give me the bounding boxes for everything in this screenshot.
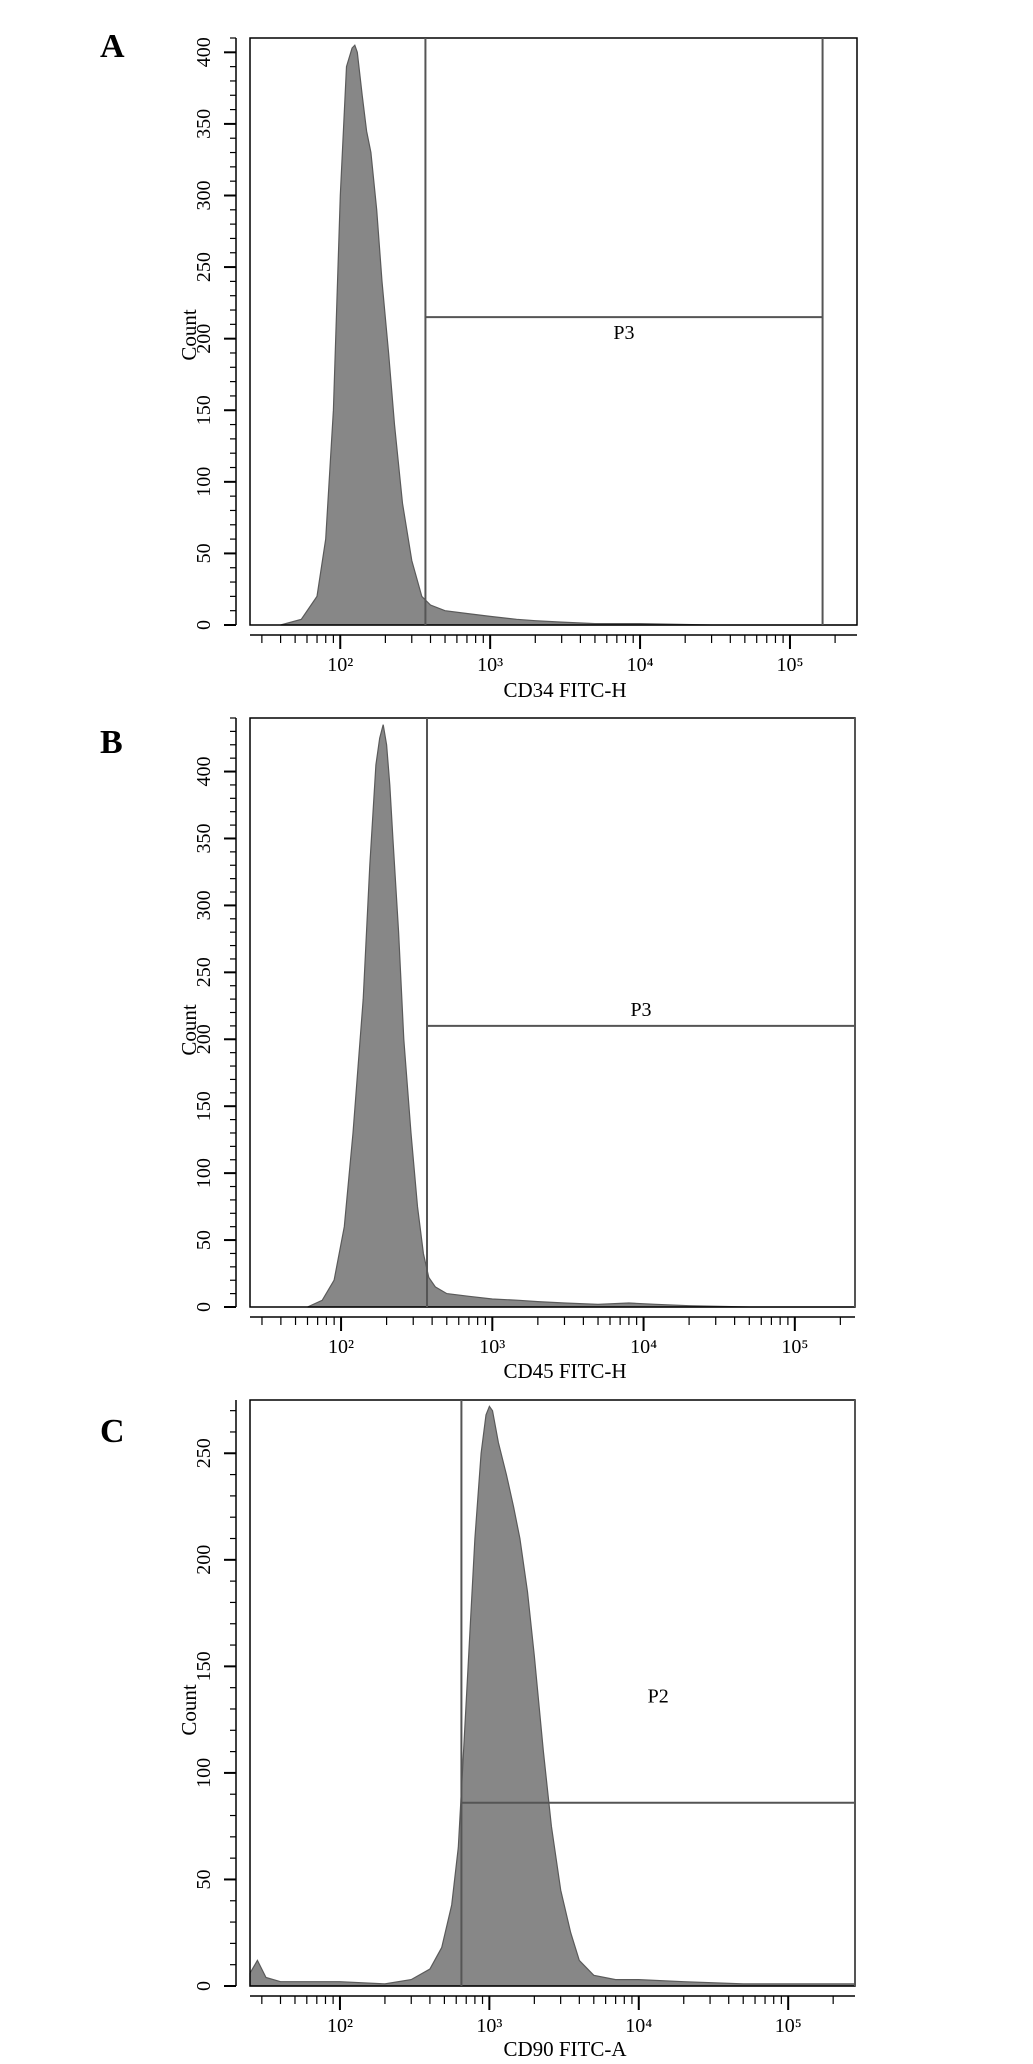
- panel-b-xlabel: CD45 FITC-H: [503, 1359, 626, 1383]
- panel-a-plot-frame: [249, 37, 858, 626]
- panel-c-gate-label: P2: [648, 1686, 669, 1708]
- panel-c-y-tick-label: 250: [193, 1438, 215, 1468]
- panel-c-histogram: [249, 1405, 856, 1987]
- panel-a: A P3 0 50 100 150 200 250 300 350 400 10² 10³ 10⁴ 10⁵…: [100, 28, 858, 702]
- panel-b-y-tick-label: 0: [193, 1302, 215, 1312]
- panel-a-y-tick-label: 200: [193, 324, 215, 354]
- panel-b-gate-label: P3: [630, 999, 651, 1021]
- panel-a-y-tick-label: 150: [193, 395, 215, 425]
- panel-b-y-tick-label: 150: [193, 1091, 215, 1121]
- panel-a-x-tick-label: 10⁵: [776, 654, 803, 676]
- panel-b: B P3 0 50 100 150 200 250 300 350 400 10² 10³ 10⁴ 10⁵…: [100, 717, 856, 1383]
- panel-a-y-tick-label: 350: [193, 109, 215, 139]
- panel-b-ylabel: Count: [177, 1004, 201, 1056]
- panel-a-letter: A: [100, 28, 125, 65]
- panel-b-y-tick-label: 300: [193, 890, 215, 920]
- panel-b-x-tick-label: 10⁵: [781, 1336, 808, 1358]
- panel-b-y-tick-label: 400: [193, 757, 215, 787]
- panel-c-y-tick-label: 150: [193, 1651, 215, 1681]
- panel-a-histogram: [280, 44, 857, 626]
- panel-c-x-tick-label: 10⁵: [775, 2015, 802, 2037]
- panel-a-y-tick-label: 100: [193, 467, 215, 497]
- panel-c-xlabel: CD90 FITC-A: [503, 2037, 627, 2061]
- panel-b-x-tick-label: 10⁴: [630, 1336, 657, 1358]
- panel-a-y-tick-label: 400: [193, 37, 215, 67]
- panel-b-plot-frame: [249, 717, 856, 1308]
- panel-c-y-tick-label: 0: [193, 1981, 215, 1991]
- panel-a-x-tick-label: 10³: [477, 654, 503, 676]
- panel-a-y-tick-label: 250: [193, 252, 215, 282]
- panel-b-y-tick-label: 250: [193, 957, 215, 987]
- panel-c-y-tick-label: 200: [193, 1545, 215, 1575]
- panel-a-x-tick-label: 10⁴: [627, 654, 654, 676]
- panel-a-ylabel: Count: [177, 309, 201, 361]
- panel-c-letter: C: [100, 1413, 125, 1450]
- panel-b-plot: P3 0 50 100 150 200 250 300 350 400 10² 10³ 10⁴ 10⁵: [193, 717, 856, 1358]
- panel-b-histogram: [307, 724, 855, 1308]
- panel-b-letter: B: [100, 724, 123, 761]
- panel-c-x-tick-label: 10⁴: [625, 2015, 652, 2037]
- panel-a-plot: P3 0 50 100 150 200 250 300 350 400 10² 10³ 10⁴ 10⁵: [193, 37, 858, 676]
- panel-b-y-tick-label: 350: [193, 824, 215, 854]
- panel-b-y-tick-label: 200: [193, 1024, 215, 1054]
- panel-c-ylabel: Count: [177, 1684, 201, 1736]
- panel-b-y-tick-label: 100: [193, 1158, 215, 1188]
- panel-b-y-tick-label: 50: [193, 1230, 215, 1250]
- panel-c-y-tick-label: 100: [193, 1758, 215, 1788]
- panel-c-plot: P2 0 50 100 150 200 250 10² 10³ 10⁴ 10⁵: [193, 1399, 856, 2037]
- panel-c: C P2 0 50 100 150 200 250 10² 10³ 10⁴ 10⁵ CD90 FIT…: [100, 1399, 856, 2061]
- panel-c-x-tick-label: 10³: [476, 2015, 502, 2037]
- panel-a-x-tick-label: 10²: [327, 654, 353, 676]
- panel-b-x-tick-label: 10²: [328, 1336, 354, 1358]
- panel-a-y-tick-label: 50: [193, 543, 215, 563]
- panel-c-y-tick-label: 50: [193, 1870, 215, 1890]
- panel-a-xlabel: CD34 FITC-H: [503, 678, 626, 702]
- panel-b-x-tick-label: 10³: [479, 1336, 505, 1358]
- panel-a-y-tick-label: 300: [193, 181, 215, 211]
- panel-c-x-tick-label: 10²: [327, 2015, 353, 2037]
- panel-a-y-tick-label: 0: [193, 620, 215, 630]
- panel-a-gate-label: P3: [613, 322, 634, 344]
